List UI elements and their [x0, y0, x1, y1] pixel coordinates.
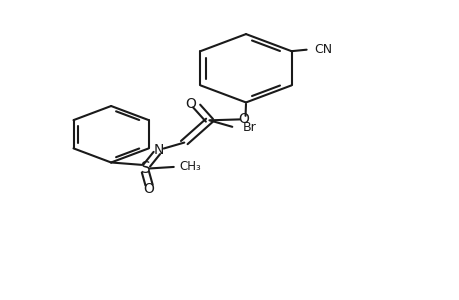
Text: Br: Br: [242, 121, 256, 134]
Text: S: S: [140, 161, 150, 176]
Text: CN: CN: [313, 43, 332, 56]
Text: O: O: [185, 97, 195, 111]
Text: O: O: [143, 182, 154, 196]
Text: CH₃: CH₃: [179, 160, 201, 173]
Text: O: O: [238, 112, 249, 126]
Text: N: N: [154, 143, 164, 157]
